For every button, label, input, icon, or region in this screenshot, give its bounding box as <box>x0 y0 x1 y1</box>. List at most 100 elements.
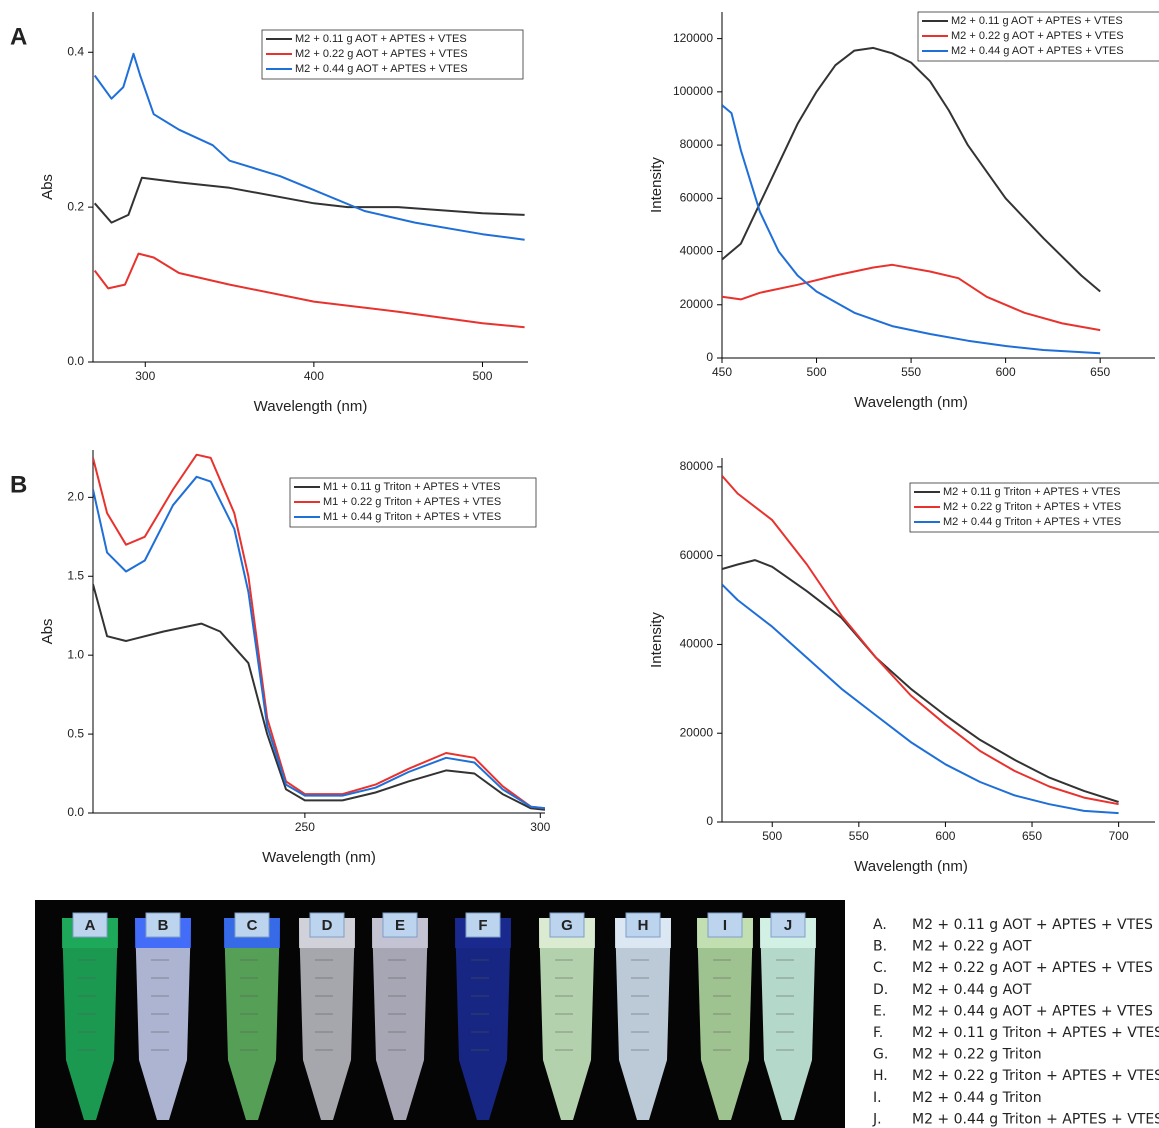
tube-label: D <box>322 917 333 934</box>
x-tick-label: 550 <box>849 829 869 843</box>
tube-label-box <box>234 912 270 938</box>
tube-label-box <box>72 912 108 938</box>
legend-box <box>917 11 1159 62</box>
tube-label: C <box>247 917 258 934</box>
tube <box>615 918 671 1120</box>
x-tick-label: 400 <box>304 369 324 383</box>
y-axis-label: Abs <box>39 174 56 200</box>
tube-label: H <box>638 917 649 934</box>
x-tick-label: 550 <box>901 365 921 379</box>
x-axis-label: Wavelength (nm) <box>254 398 368 415</box>
tube-label-box <box>465 912 501 938</box>
tube-label: B <box>158 917 169 934</box>
tube-label: E <box>395 917 405 934</box>
tube <box>135 918 191 1120</box>
x-tick-label: 300 <box>530 820 550 834</box>
key-letter: G. <box>873 1047 888 1063</box>
y-tick-label: 1.5 <box>67 568 84 582</box>
tube <box>760 918 816 1120</box>
y-tick-label: 20000 <box>680 725 714 739</box>
x-tick-label: 500 <box>472 369 492 383</box>
legend-label: M1 + 0.11 g Triton + APTES + VTES <box>323 481 500 493</box>
x-tick-label: 500 <box>762 829 782 843</box>
x-tick-label: 600 <box>996 365 1016 379</box>
tube-label-box <box>382 912 418 938</box>
key-text: M2 + 0.44 g AOT + APTES + VTES <box>912 1003 1153 1019</box>
tube <box>224 918 280 1120</box>
legend-label: M2 + 0.11 g AOT + APTES + VTES <box>951 15 1123 27</box>
y-tick-label: 2.0 <box>67 490 84 504</box>
tube-label-box <box>770 912 806 938</box>
key-letter: D. <box>873 982 888 998</box>
key-text: M2 + 0.44 g Triton + APTES + VTES <box>912 1111 1159 1127</box>
key-letter: E. <box>873 1003 886 1019</box>
data-line <box>722 583 1119 815</box>
key-text: M2 + 0.22 g AOT + APTES + VTES <box>912 960 1153 976</box>
tube-label-box <box>625 912 661 938</box>
legend-label: M2 + 0.44 g AOT + APTES + VTES <box>295 63 468 75</box>
key-letter: A. <box>873 917 887 933</box>
key-text: M2 + 0.11 g AOT + APTES + VTES <box>912 917 1153 933</box>
tube-label-box <box>145 912 181 938</box>
y-tick-label: 0.0 <box>67 805 84 819</box>
data-line <box>93 176 525 224</box>
legend-label: M1 + 0.44 g Triton + APTES + VTES <box>323 511 501 523</box>
data-line <box>722 475 1119 806</box>
legend-label: M2 + 0.22 g Triton + APTES + VTES <box>943 501 1121 513</box>
data-line <box>93 52 525 241</box>
key-letter: C. <box>873 960 887 976</box>
key-letter: B. <box>873 939 887 955</box>
key-text: M2 + 0.11 g Triton + APTES + VTES <box>912 1025 1159 1041</box>
data-line <box>93 252 525 329</box>
tube <box>299 918 355 1120</box>
x-tick-label: 300 <box>135 369 155 383</box>
x-tick-label: 700 <box>1109 829 1129 843</box>
y-tick-label: 0.5 <box>67 726 84 740</box>
tube-label: I <box>723 917 727 934</box>
x-tick-label: 650 <box>1090 365 1110 379</box>
y-axis-label: Abs <box>39 619 56 645</box>
y-tick-label: 0.4 <box>67 44 84 58</box>
data-line <box>722 559 1119 803</box>
legend-label: M2 + 0.44 g Triton + APTES + VTES <box>943 516 1121 528</box>
tube <box>539 918 595 1120</box>
x-tick-label: 450 <box>712 365 732 379</box>
key-letter: F. <box>873 1025 883 1041</box>
panel-label: A <box>10 23 27 50</box>
tube-label-box <box>549 912 585 938</box>
x-tick-label: 500 <box>807 365 827 379</box>
data-line <box>722 263 1101 332</box>
data-line <box>722 46 1101 293</box>
key-letter: I. <box>873 1090 882 1106</box>
x-tick-label: 600 <box>935 829 955 843</box>
y-tick-label: 40000 <box>680 244 714 258</box>
tube <box>62 918 118 1120</box>
legend-box <box>909 482 1159 533</box>
y-tick-label: 40000 <box>680 637 714 651</box>
key-letter: H. <box>873 1068 888 1084</box>
data-line <box>93 583 545 811</box>
key-text: M2 + 0.22 g AOT <box>912 939 1032 955</box>
y-tick-label: 20000 <box>680 297 714 311</box>
key-letter: J. <box>872 1111 882 1127</box>
legend-label: M2 + 0.11 g Triton + APTES + VTES <box>943 486 1120 498</box>
data-line <box>93 453 545 810</box>
y-tick-label: 60000 <box>680 190 714 204</box>
y-tick-label: 60000 <box>680 548 714 562</box>
tube-label: F <box>478 917 487 934</box>
y-tick-label: 120000 <box>673 31 713 45</box>
tube-label: A <box>85 917 96 934</box>
legend-box <box>261 29 524 80</box>
data-line <box>93 475 545 810</box>
panel-label: B <box>10 471 27 498</box>
key-text: M2 + 0.44 g AOT <box>912 982 1032 998</box>
key-text: M2 + 0.22 g Triton <box>912 1047 1042 1063</box>
y-tick-label: 80000 <box>680 137 714 151</box>
tube-label: J <box>784 917 792 934</box>
y-tick-label: 0 <box>706 350 713 364</box>
x-tick-label: 250 <box>295 820 315 834</box>
tube <box>372 918 428 1120</box>
tube <box>455 918 511 1120</box>
data-line <box>722 104 1101 355</box>
